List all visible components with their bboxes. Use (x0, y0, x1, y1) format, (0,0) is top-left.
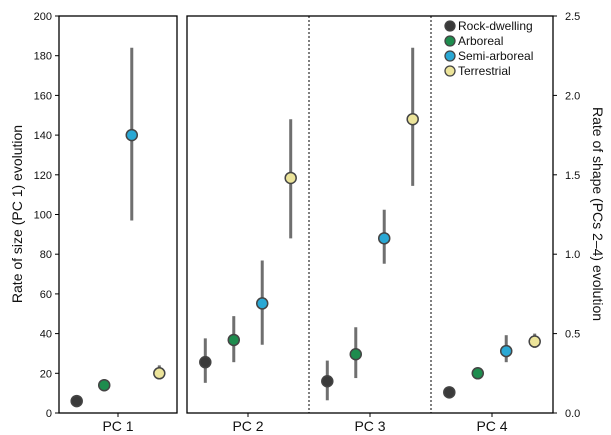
data-point (377, 232, 391, 245)
legend: Rock-dwellingArborealSemi-arborealTerres… (444, 19, 533, 78)
right-axis-ticks: 0.0 0.5 1.0 1.5 2.0 2.5 (553, 11, 580, 420)
legend-label: Arboreal (458, 34, 503, 48)
right-tick-label: 1.5 (565, 170, 580, 182)
data-point (321, 374, 334, 388)
panel-pc1-frame (58, 15, 178, 414)
left-tick-label: 100 (34, 210, 52, 222)
left-tick-label: 180 (34, 51, 52, 63)
data-point (443, 386, 456, 399)
right-tick-label: 0.5 (565, 329, 580, 341)
left-tick-label: 40 (40, 329, 52, 341)
left-axis-title: Rate of size (PC 1) evolution (9, 125, 25, 303)
data-point (255, 297, 269, 310)
left-tick-label: 200 (34, 11, 52, 23)
data-point (499, 344, 513, 358)
legend-label: Terrestrial (458, 64, 511, 78)
left-tick-label: 140 (34, 130, 52, 142)
right-axis-title: Rate of shape (PCs 2–4) evolution (590, 107, 606, 321)
data-point (153, 367, 166, 380)
legend-marker (444, 50, 456, 62)
right-tick-label: 2.5 (565, 11, 580, 23)
category-label: PC 3 (354, 418, 385, 434)
left-axis-ticks: 0 20 40 60 80 100 120 140 160 180 200 (34, 11, 59, 420)
left-tick-label: 20 (40, 368, 52, 380)
legend-marker (444, 35, 456, 47)
legend-marker (444, 65, 456, 77)
category-label: PC 1 (102, 418, 133, 434)
data-point (70, 394, 83, 408)
left-tick-label: 80 (40, 249, 52, 261)
right-tick-label: 0.0 (565, 408, 580, 420)
right-tick-label: 2.0 (565, 90, 580, 102)
left-tick-label: 160 (34, 90, 52, 102)
data-point (125, 128, 139, 142)
left-tick-label: 0 (46, 408, 52, 420)
data-point (349, 347, 363, 361)
data-point (284, 171, 297, 185)
right-tick-label: 1.0 (565, 249, 580, 261)
data-point (199, 355, 212, 369)
data-point (227, 333, 241, 347)
legend-marker (444, 20, 456, 32)
legend-label: Semi-arboreal (458, 49, 533, 63)
legend-label: Rock-dwelling (458, 19, 533, 33)
data-marks (70, 47, 541, 408)
category-label: PC 4 (476, 418, 507, 434)
category-labels: PC 1 PC 2 PC 3 PC 4 (102, 413, 508, 434)
category-label: PC 2 (232, 418, 263, 434)
data-point (471, 367, 485, 380)
data-point (97, 378, 111, 392)
left-tick-label: 60 (40, 289, 52, 301)
left-tick-label: 120 (34, 170, 52, 182)
data-point (406, 112, 419, 126)
data-point (528, 335, 541, 348)
